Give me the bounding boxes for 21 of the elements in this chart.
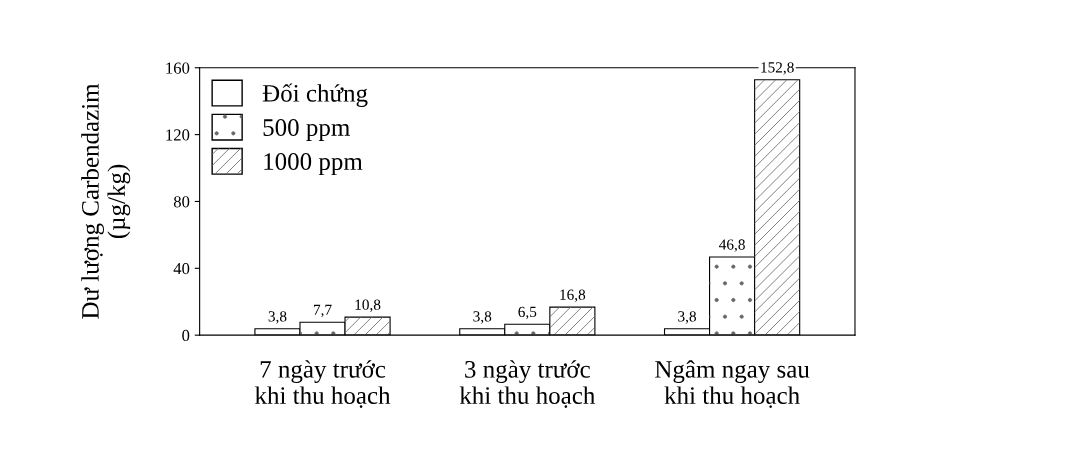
x-tick-label: 3 ngày trước khi thu hoạch [459, 360, 596, 408]
legend-label: Đối chứng [262, 83, 368, 107]
data-label: 3,8 [678, 311, 697, 324]
data-label: 152,8 [761, 62, 794, 75]
data-label: 10,8 [355, 299, 381, 313]
y-tick-label: 160 [166, 62, 190, 74]
y-tick-label: 120 [166, 129, 190, 141]
data-label: 6,5 [518, 306, 537, 320]
y-tick-label: 40 [173, 263, 190, 275]
y-tick-label: 0 [182, 329, 190, 342]
y-axis-title: Dư lượng Carbendazim (µg/kg) [81, 83, 131, 319]
data-label: 3,8 [268, 311, 287, 324]
legend-label: 1000 ppm [264, 153, 363, 176]
data-label: 7,7 [313, 304, 332, 318]
data-label: 3,8 [473, 311, 492, 324]
legend-label: 500 ppm [263, 119, 350, 141]
y-tick-label: 80 [173, 196, 190, 208]
data-label: 46,8 [719, 239, 745, 252]
x-tick-label: Ngâm ngay sau khi thu hoạch [655, 360, 810, 408]
x-tick-label: 7 ngày trước khi thu hoạch [254, 360, 391, 408]
data-label: 16,8 [560, 289, 586, 302]
